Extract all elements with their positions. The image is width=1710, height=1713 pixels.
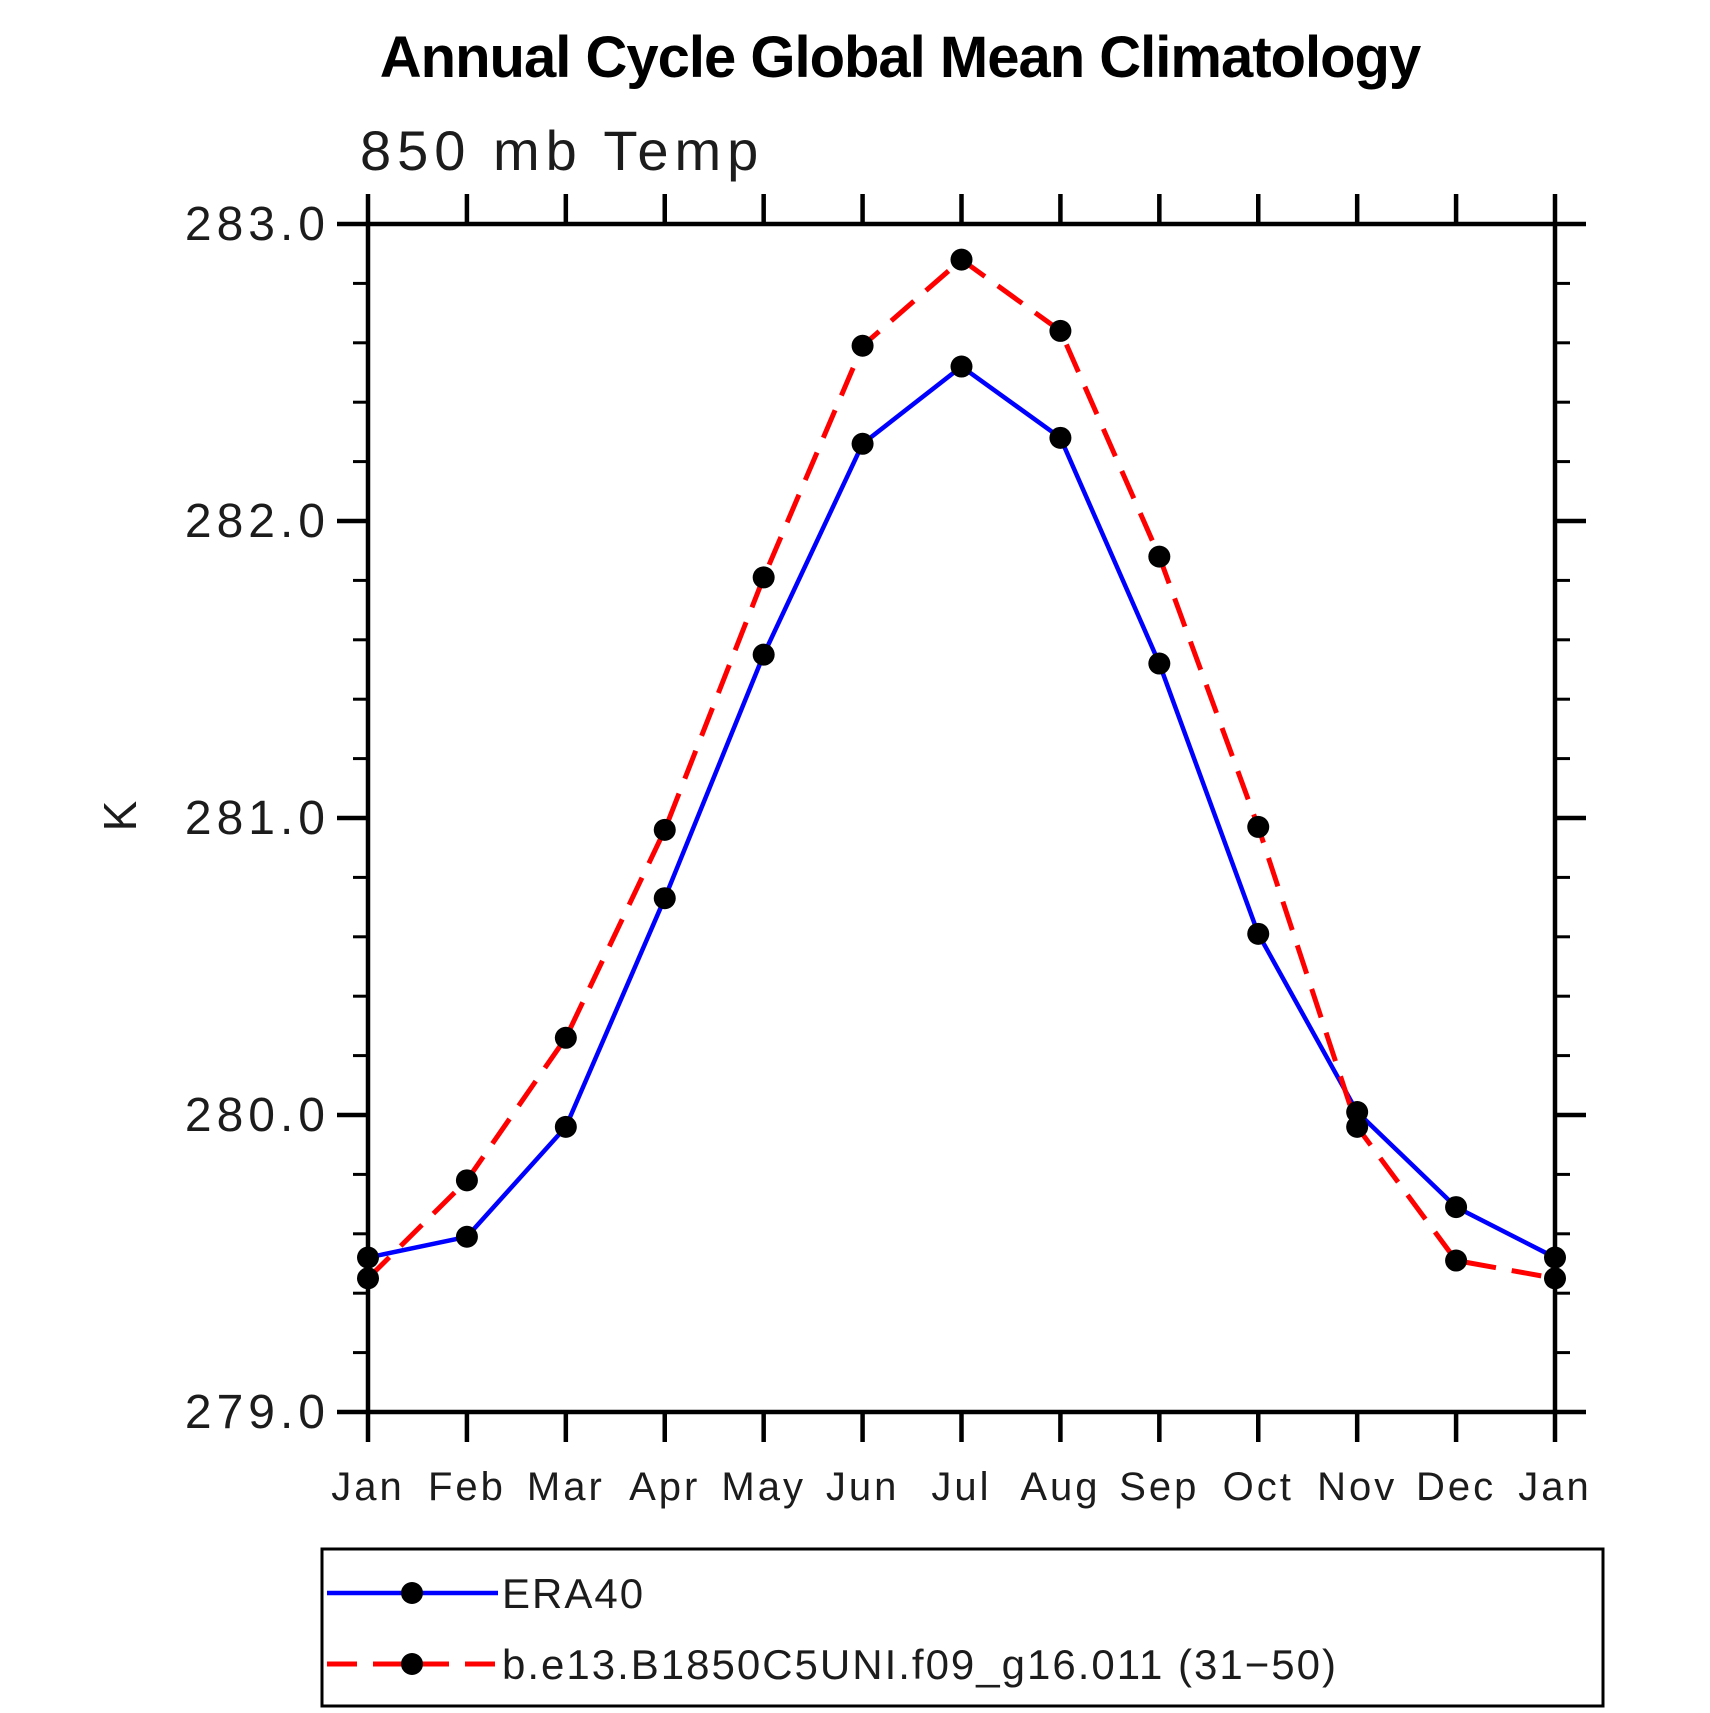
y-tick-label: 281.0 (185, 792, 330, 845)
data-point-marker-0 (1049, 426, 1072, 449)
data-point-marker-1 (653, 818, 676, 841)
data-point-marker-1 (752, 566, 775, 589)
data-point-marker-0 (851, 432, 874, 455)
data-point-marker-1 (1049, 319, 1072, 342)
legend: ERA40 b.e13.B1850C5UNI.f09_g16.011 (31−50… (320, 1547, 1605, 1708)
data-point-marker-1 (554, 1026, 577, 1049)
series-line-0 (367, 364, 1557, 1260)
data-point-marker-0 (554, 1115, 577, 1138)
data-point-marker-0 (653, 887, 676, 910)
x-tick-label: Apr (629, 1465, 700, 1509)
x-tick-label: Dec (1416, 1465, 1496, 1509)
data-point-marker-1 (1445, 1249, 1468, 1272)
y-tick-label: 282.0 (185, 495, 330, 548)
data-point-marker-1 (851, 334, 874, 357)
legend-label-1: b.e13.B1850C5UNI.f09_g16.011 (31−50) (502, 1641, 1338, 1688)
y-tick-label: 283.0 (185, 198, 330, 251)
legend-marker-1 (401, 1653, 423, 1675)
data-point-marker-1 (357, 1267, 379, 1290)
series-line-1 (366, 257, 1556, 1281)
data-point-marker-0 (357, 1246, 379, 1269)
data-point-marker-0 (1247, 922, 1270, 945)
x-tick-label: Jun (826, 1465, 900, 1509)
y-tick-label: 279.0 (185, 1386, 330, 1439)
x-tick-label: Nov (1317, 1465, 1397, 1509)
data-point-marker-1 (1544, 1267, 1566, 1290)
x-tick-label: Sep (1119, 1465, 1199, 1509)
y-tick-label: 280.0 (185, 1089, 330, 1142)
data-point-marker-1 (1247, 815, 1270, 838)
data-point-marker-1 (950, 248, 973, 271)
legend-box (320, 1547, 1605, 1708)
data-point-marker-0 (1148, 652, 1171, 675)
legend-marker-0 (401, 1582, 423, 1604)
x-tick-label: Oct (1223, 1465, 1294, 1509)
data-point-marker-1 (1148, 545, 1171, 568)
data-point-marker-0 (950, 355, 973, 378)
x-tick-label: May (721, 1465, 806, 1509)
x-tick-label: Feb (428, 1465, 506, 1509)
axes-box (365, 221, 1558, 1415)
data-point-marker-0 (1544, 1246, 1566, 1269)
x-tick-label: Jul (931, 1465, 991, 1509)
data-point-marker-0 (1445, 1196, 1468, 1219)
data-point-marker-0 (455, 1225, 478, 1248)
x-tick-label: Mar (527, 1465, 605, 1509)
x-tick-label: Jan (1518, 1465, 1592, 1509)
data-point-marker-0 (752, 643, 775, 666)
x-tick-label: Aug (1020, 1465, 1100, 1509)
chart-title: Annual Cycle Global Mean Climatology (379, 25, 1421, 90)
x-tick-label: Jan (331, 1465, 405, 1509)
chart-subtitle: 850 mb Temp (360, 119, 765, 182)
data-point-marker-1 (1346, 1115, 1369, 1138)
legend-label-0: ERA40 (502, 1570, 645, 1617)
data-point-marker-1 (455, 1169, 478, 1192)
